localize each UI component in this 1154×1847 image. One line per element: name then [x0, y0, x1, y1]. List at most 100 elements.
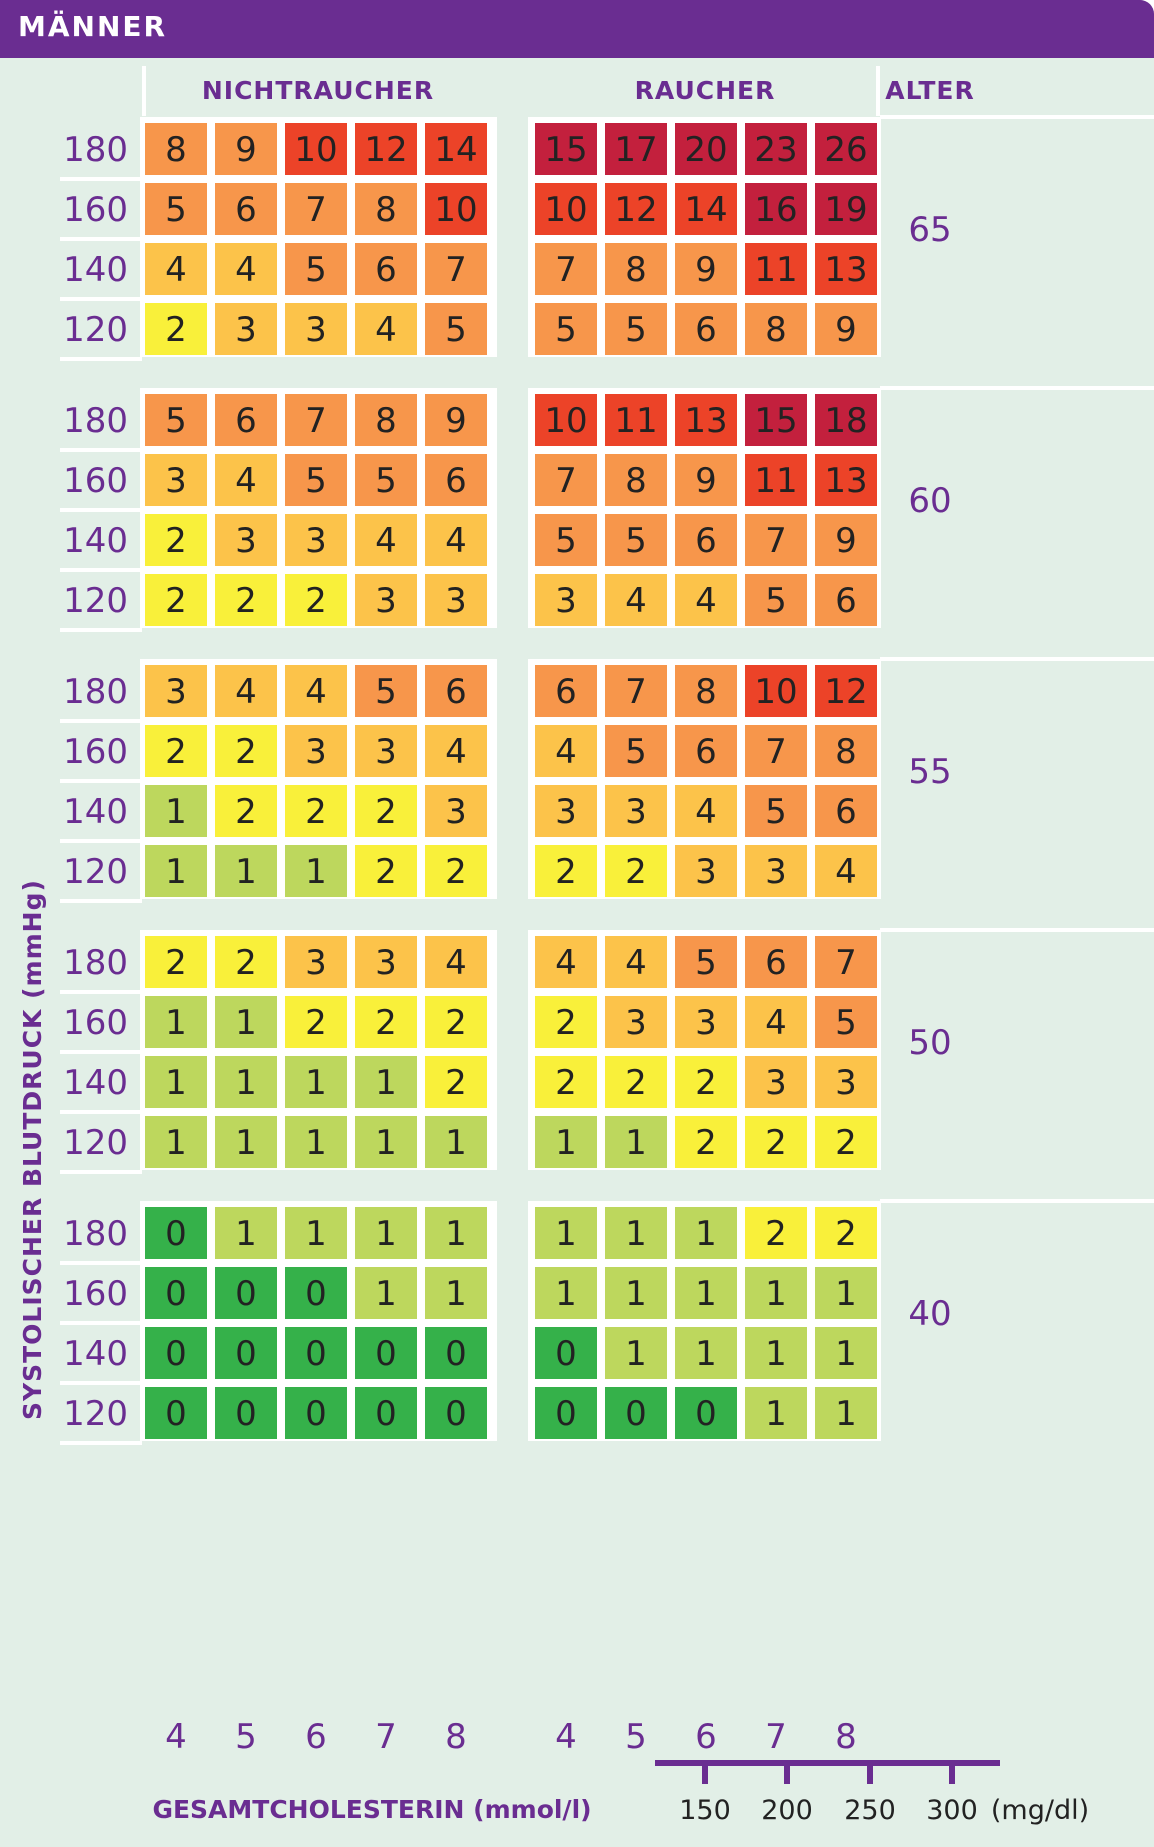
bp-label: 140 [63, 792, 128, 832]
heat-cell-nichtraucher [425, 1387, 487, 1439]
heat-cell-raucher [605, 1387, 667, 1439]
cell-value-nichtraucher: 1 [165, 1063, 187, 1103]
cell-value-raucher: 9 [695, 250, 717, 290]
cell-value-nichtraucher: 6 [445, 461, 467, 501]
cell-value-raucher: 2 [765, 1214, 787, 1254]
cell-value-nichtraucher: 2 [305, 1003, 327, 1043]
cell-value-raucher: 8 [625, 250, 647, 290]
cell-value-raucher: 5 [695, 943, 717, 983]
cell-value-raucher: 4 [625, 581, 647, 621]
age-label: 60 [908, 481, 951, 521]
cell-value-raucher: 0 [555, 1334, 577, 1374]
heat-cell-nichtraucher [145, 845, 207, 897]
heat-cell-nichtraucher [355, 394, 417, 446]
cell-value-raucher: 3 [625, 792, 647, 832]
heat-cell-nichtraucher [355, 123, 417, 175]
cell-value-nichtraucher: 6 [445, 672, 467, 712]
heat-cell-raucher [675, 1387, 737, 1439]
cell-value-nichtraucher: 2 [445, 1003, 467, 1043]
cell-value-nichtraucher: 1 [305, 1063, 327, 1103]
cell-value-raucher: 11 [614, 401, 657, 441]
heat-cell-nichtraucher [425, 665, 487, 717]
heat-cell-raucher [535, 1056, 597, 1108]
mgdl-unit-label: (mg/dl) [991, 1795, 1089, 1826]
row-divider [60, 177, 142, 181]
heat-cell-nichtraucher [145, 303, 207, 355]
age-divider [880, 386, 1154, 390]
cell-value-raucher: 3 [555, 792, 577, 832]
cell-value-nichtraucher: 2 [165, 943, 187, 983]
heat-cell-raucher [605, 514, 667, 566]
heat-cell-nichtraucher [285, 1116, 347, 1168]
cell-value-nichtraucher: 4 [305, 672, 327, 712]
heat-cell-nichtraucher [215, 1207, 277, 1259]
heat-cell-nichtraucher [145, 574, 207, 626]
x-tick-mmol-raucher: 8 [835, 1717, 857, 1757]
heat-cell-raucher [535, 123, 597, 175]
heat-cell-nichtraucher [425, 454, 487, 506]
cell-value-nichtraucher: 6 [235, 401, 257, 441]
heat-cell-nichtraucher [355, 303, 417, 355]
cell-value-nichtraucher: 8 [165, 130, 187, 170]
cell-value-raucher: 6 [835, 792, 857, 832]
cell-value-raucher: 16 [754, 190, 797, 230]
cell-value-nichtraucher: 5 [375, 672, 397, 712]
cell-value-raucher: 3 [695, 1003, 717, 1043]
cell-value-raucher: 10 [754, 672, 797, 712]
cell-value-nichtraucher: 4 [445, 521, 467, 561]
heat-cell-raucher [605, 725, 667, 777]
x-tick-mmol-raucher: 6 [695, 1717, 717, 1757]
heat-cell-raucher [745, 574, 807, 626]
heat-cell-raucher [815, 123, 877, 175]
heat-cell-raucher [605, 394, 667, 446]
cell-value-raucher: 7 [625, 672, 647, 712]
cell-value-nichtraucher: 5 [375, 461, 397, 501]
x-tick-mmol-raucher: 7 [765, 1717, 787, 1757]
cell-value-nichtraucher: 3 [305, 521, 327, 561]
cell-value-raucher: 15 [544, 130, 587, 170]
heat-cell-nichtraucher [285, 845, 347, 897]
cell-value-raucher: 7 [555, 461, 577, 501]
cell-value-raucher: 2 [835, 1214, 857, 1254]
group-label-nichtraucher: NICHTRAUCHER [202, 76, 434, 105]
age-label: 55 [908, 752, 951, 792]
y-axis-label: SYSTOLISCHER BLUTDRUCK (mmHg) [18, 879, 47, 1420]
heat-cell-raucher [675, 785, 737, 837]
cell-value-raucher: 0 [695, 1394, 717, 1434]
cell-value-raucher: 5 [765, 581, 787, 621]
heat-cell-nichtraucher [355, 1116, 417, 1168]
cell-value-raucher: 20 [684, 130, 727, 170]
cell-value-nichtraucher: 4 [235, 672, 257, 712]
cell-value-nichtraucher: 1 [445, 1274, 467, 1314]
heat-cell-nichtraucher [145, 394, 207, 446]
heat-cell-raucher [535, 1327, 597, 1379]
cell-value-nichtraucher: 1 [235, 1003, 257, 1043]
cell-value-raucher: 13 [824, 461, 867, 501]
bp-label: 160 [63, 1274, 128, 1314]
cell-value-raucher: 4 [555, 943, 577, 983]
cell-value-nichtraucher: 2 [375, 1003, 397, 1043]
cell-value-raucher: 1 [695, 1334, 717, 1374]
cell-value-raucher: 9 [695, 461, 717, 501]
cell-value-raucher: 8 [835, 732, 857, 772]
mgdl-scale-bar [655, 1760, 1000, 1766]
heat-cell-raucher [815, 1267, 877, 1319]
row-divider [60, 628, 142, 632]
heat-cell-raucher [675, 725, 737, 777]
heat-cell-raucher [815, 1056, 877, 1108]
bp-label: 120 [63, 310, 128, 350]
heat-cell-raucher [815, 936, 877, 988]
cell-value-nichtraucher: 4 [165, 250, 187, 290]
cell-value-nichtraucher: 2 [165, 581, 187, 621]
heat-cell-nichtraucher [425, 303, 487, 355]
bp-label: 120 [63, 852, 128, 892]
page-title: MÄNNER [18, 10, 168, 43]
cell-value-nichtraucher: 0 [305, 1334, 327, 1374]
cell-value-raucher: 2 [695, 1123, 717, 1163]
cell-value-raucher: 3 [555, 581, 577, 621]
x-axis-label: GESAMTCHOLESTERIN (mmol/l) [152, 1795, 591, 1824]
cell-value-nichtraucher: 1 [375, 1274, 397, 1314]
cell-value-nichtraucher: 6 [235, 190, 257, 230]
cell-value-raucher: 13 [824, 250, 867, 290]
heat-cell-raucher [745, 1116, 807, 1168]
